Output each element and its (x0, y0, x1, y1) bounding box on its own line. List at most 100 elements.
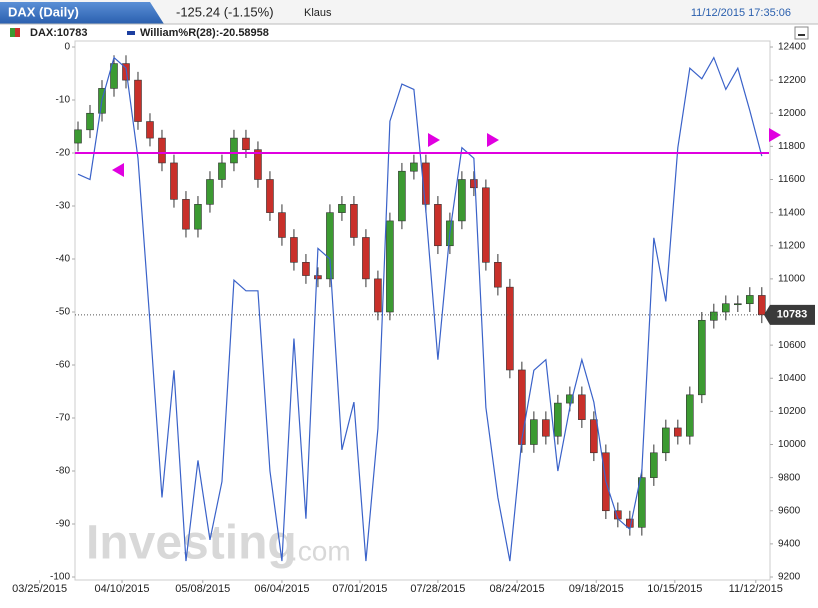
candle-body (542, 419, 550, 437)
y2-tick-label: 9200 (778, 572, 801, 583)
candle-body (302, 262, 310, 276)
candle-body (638, 477, 646, 528)
candle-body (422, 162, 430, 205)
candle-body (158, 137, 166, 164)
candle-body (722, 303, 730, 313)
x-tick-label: 04/10/2015 (94, 583, 149, 595)
y2-tick-label: 12200 (778, 75, 806, 86)
y2-tick-label: 12000 (778, 108, 806, 119)
y-tick-label: -30 (56, 201, 71, 212)
legend-label: William%R(28):-20.58958 (140, 27, 269, 39)
y2-tick-label: 10600 (778, 340, 806, 351)
candle-body (674, 427, 682, 437)
marks: 0 -10 -20 -30 -40 -50 -60 -70 -80 -90 -100 12400 122… (12, 42, 806, 595)
candle-body (230, 137, 238, 164)
y-tick-label: 0 (64, 42, 70, 53)
y-tick-label: -90 (56, 519, 71, 530)
watermark-suffix: .com (290, 535, 351, 566)
candle-body (254, 149, 262, 180)
minimize-button[interactable] (794, 26, 809, 40)
x-tick-label: 11/12/2015 (729, 583, 783, 595)
candle-body (170, 162, 178, 200)
candle-body (554, 402, 562, 437)
y2-tick-label: 10400 (778, 373, 806, 384)
candle-body (710, 311, 718, 321)
candle-body (278, 212, 286, 238)
candle-body (518, 369, 526, 445)
y-tick-label: -10 (56, 95, 71, 106)
candle-body (566, 394, 574, 404)
y2-tick-label: 10000 (778, 439, 806, 450)
legend-label: DAX:10783 (30, 27, 87, 39)
candle-body (506, 286, 514, 371)
signal-marker (487, 133, 499, 147)
header-user: Klaus (304, 7, 332, 19)
candle-body (494, 262, 502, 288)
candle-body (110, 63, 118, 89)
candle-body (482, 187, 490, 263)
candle-body (734, 303, 742, 306)
candle-body (578, 394, 586, 420)
candle-body (686, 394, 694, 437)
y-tick-label: -70 (56, 413, 71, 424)
candle-body (206, 179, 214, 205)
y-tick-label: -50 (56, 307, 71, 318)
candle-body (470, 179, 478, 189)
y2-tick-label: 11000 (778, 274, 806, 285)
candle-body (326, 212, 334, 280)
header-title: DAX (Daily) (8, 4, 79, 19)
x-tick-label: 07/28/2015 (410, 583, 465, 595)
y-tick-label: -60 (56, 360, 71, 371)
x-tick-label: 10/15/2015 (647, 583, 702, 595)
candle-body (650, 452, 658, 478)
y2-tick-label: 11600 (778, 174, 806, 185)
candle-body (194, 204, 202, 230)
last-price-box (764, 304, 815, 325)
candle-body (266, 179, 274, 213)
x-tick-label: 06/04/2015 (254, 583, 309, 595)
candle-body (698, 319, 706, 396)
candle-body (374, 278, 382, 313)
y2-tick-label: 11800 (778, 141, 806, 152)
candle-body (386, 220, 394, 313)
candle-body (458, 179, 466, 222)
signal-marker (769, 128, 781, 142)
x-tick-label: 09/18/2015 (569, 583, 624, 595)
candle-body (146, 121, 154, 139)
signal-marker (428, 133, 440, 147)
y-tick-label: -100 (50, 572, 70, 583)
watermark-brand: Investing (86, 517, 297, 570)
y-tick-label: -40 (56, 254, 71, 265)
candle-body (290, 237, 298, 263)
y2-tick-label: 9400 (778, 539, 801, 550)
candle-body (134, 79, 142, 122)
candle-body (398, 170, 406, 222)
header-tab (0, 2, 164, 24)
y2-tick-label: 9800 (778, 472, 801, 483)
candle-body (218, 162, 226, 180)
x-tick-label: 07/01/2015 (332, 583, 387, 595)
legend-icon-line (127, 31, 135, 35)
candle-body (182, 199, 190, 230)
candle-body (86, 112, 94, 131)
candle-body (338, 204, 346, 213)
candle-body (74, 129, 82, 144)
candle-body (590, 419, 598, 454)
candle-body (350, 204, 358, 238)
indicator-line (77, 56, 763, 562)
candle-body (410, 162, 418, 172)
y-tick-label: -80 (56, 466, 71, 477)
signal-marker (112, 163, 124, 177)
candle-body (242, 137, 250, 150)
header-change: -125.24 (-1.15%) (176, 4, 274, 19)
legend-icon-up (10, 28, 15, 37)
x-tick-label: 05/08/2015 (175, 583, 230, 595)
y2-tick-label: 9600 (778, 505, 801, 516)
candle-body (758, 295, 766, 316)
y2-tick-label: 11200 (778, 240, 806, 251)
header-timestamp: 11/12/2015 17:35:06 (691, 7, 791, 19)
last-price-label: 10783 (777, 309, 808, 321)
candle-body (746, 295, 754, 305)
